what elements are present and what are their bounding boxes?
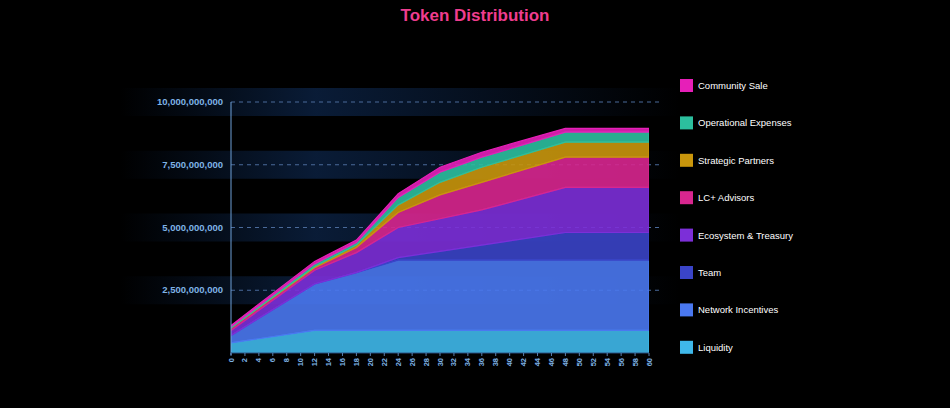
x-tick-label: 50	[575, 358, 584, 366]
legend-swatch	[680, 79, 693, 92]
area	[231, 132, 649, 328]
x-tick-label: 0	[227, 358, 236, 362]
y-axis	[231, 102, 232, 355]
x-tick	[286, 353, 287, 356]
x-tick	[607, 353, 608, 356]
x-tick-label: 16	[338, 358, 347, 366]
x-tick-label: 24	[394, 357, 403, 366]
x-tick-label: 30	[436, 358, 445, 366]
x-tick	[453, 353, 454, 356]
areas	[231, 128, 649, 353]
x-tick-label: 26	[408, 358, 417, 366]
legend-label: Strategic Partners	[698, 155, 774, 166]
y-tick-label: 7,500,000,000	[162, 159, 223, 170]
x-tick	[244, 353, 245, 356]
x-tick-label: 6	[268, 358, 277, 362]
x-tick	[328, 353, 329, 356]
x-tick	[412, 353, 413, 356]
x-tick	[272, 353, 273, 356]
x-tick	[258, 353, 259, 356]
legend-label: LC+ Advisors	[698, 192, 754, 203]
glow-band	[120, 88, 680, 116]
x-tick-label: 46	[547, 358, 556, 366]
x-tick	[551, 353, 552, 356]
legend: Community Sale Operational Expenses Strate…	[680, 79, 793, 354]
x-tick-label: 8	[282, 358, 291, 362]
x-tick	[370, 353, 371, 356]
legend-swatch	[680, 229, 693, 242]
x-tick	[579, 353, 580, 356]
x-tick-label: 44	[533, 357, 542, 366]
x-tick-label: 58	[631, 358, 640, 366]
x-tick	[342, 353, 343, 356]
x-tick	[300, 353, 301, 356]
x-tick	[635, 353, 636, 356]
legend-label: Community Sale	[698, 80, 768, 91]
x-tick-label: 2	[240, 358, 249, 362]
x-tick	[509, 353, 510, 356]
title: Token Distribution	[401, 6, 550, 25]
x-tick-label: 38	[491, 358, 500, 366]
x-tick-label: 4	[254, 357, 263, 362]
x-tick	[565, 353, 566, 356]
x-tick	[495, 353, 496, 356]
legend-swatch	[680, 154, 693, 167]
x-tick	[593, 353, 594, 356]
x-tick-label: 40	[505, 358, 514, 366]
chart: Token Distribution 2,500,000,000 5,000,000…	[0, 0, 950, 408]
grid-line	[231, 102, 661, 103]
x-tick-label: 18	[352, 358, 361, 366]
area	[231, 260, 649, 343]
x-tick	[481, 353, 482, 356]
x-tick	[621, 353, 622, 356]
x-tick	[426, 353, 427, 356]
x-tick	[231, 353, 232, 356]
x-tick	[523, 353, 524, 356]
background	[0, 0, 950, 408]
x-tick	[398, 353, 399, 356]
legend-swatch	[680, 303, 693, 316]
x-tick-label: 20	[366, 358, 375, 366]
x-tick-label: 14	[324, 357, 333, 366]
x-tick	[537, 353, 538, 356]
legend-swatch	[680, 191, 693, 204]
x-tick-label: 36	[477, 358, 486, 366]
y-tick-label: 10,000,000,000	[157, 96, 223, 107]
y-tick-label: 5,000,000,000	[162, 222, 223, 233]
x-tick-label: 22	[380, 358, 389, 366]
x-tick-label: 34	[463, 357, 472, 366]
area	[231, 128, 649, 326]
y-tick-label: 2,500,000,000	[162, 284, 223, 295]
x-tick-label: 54	[603, 357, 612, 366]
x-tick	[467, 353, 468, 356]
legend-label: Network Incentives	[698, 304, 779, 315]
legend-label: Ecosystem & Treasury	[698, 230, 793, 241]
x-tick-label: 10	[296, 358, 305, 366]
x-tick-label: 42	[519, 358, 528, 366]
legend-label: Operational Expenses	[698, 117, 792, 128]
legend-label: Liquidity	[698, 342, 733, 353]
x-tick	[440, 353, 441, 356]
x-tick-label: 60	[645, 358, 654, 366]
x-tick	[384, 353, 385, 356]
legend-label: Team	[698, 267, 721, 278]
x-tick-label: 56	[617, 358, 626, 366]
x-tick	[649, 353, 650, 356]
x-tick-label: 32	[449, 358, 458, 366]
legend-swatch	[680, 266, 693, 279]
x-tick	[356, 353, 357, 356]
x-tick-label: 52	[589, 358, 598, 366]
x-tick-label: 12	[310, 358, 319, 366]
x-tick-label: 48	[561, 358, 570, 366]
x-tick	[314, 353, 315, 356]
legend-swatch	[680, 341, 693, 354]
legend-swatch	[680, 116, 693, 129]
x-tick-label: 28	[422, 358, 431, 366]
